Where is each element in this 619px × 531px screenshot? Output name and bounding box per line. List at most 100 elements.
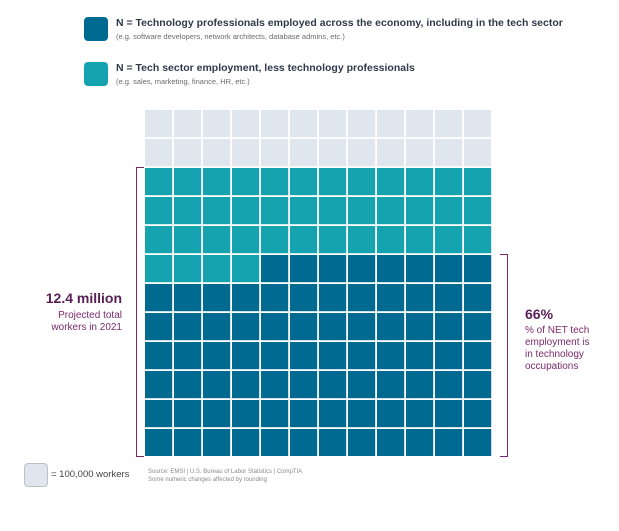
right-bracket <box>500 254 508 457</box>
left-bracket <box>136 167 144 457</box>
waffle-cell-tech-sector <box>261 168 289 196</box>
waffle-cell-tech-professional <box>232 313 260 341</box>
waffle-cell-tech-professional <box>435 313 463 341</box>
legend-swatch-tech-sector <box>84 62 108 86</box>
waffle-cell-tech-sector <box>290 197 318 225</box>
waffle-cell-tech-sector <box>261 226 289 254</box>
waffle-cell-tech-professional <box>145 400 173 428</box>
unit-key-swatch <box>24 463 48 487</box>
waffle-cell-tech-professional <box>406 313 434 341</box>
waffle-cell-tech-sector <box>203 168 231 196</box>
waffle-cell-tech-professional <box>406 284 434 312</box>
waffle-cell-tech-sector <box>377 197 405 225</box>
waffle-cell-tech-professional <box>406 400 434 428</box>
waffle-cell-tech-sector <box>464 226 492 254</box>
waffle-cell-tech-professional <box>174 342 202 370</box>
waffle-cell-tech-professional <box>145 313 173 341</box>
waffle-cell-empty <box>145 110 173 138</box>
legend-swatch-tech-professionals <box>84 17 108 41</box>
waffle-cell-tech-professional <box>232 429 260 456</box>
waffle-cell-tech-sector <box>319 197 347 225</box>
waffle-cell-tech-sector <box>319 168 347 196</box>
waffle-cell-empty <box>348 110 376 138</box>
total-workers-value: 12.4 million <box>45 290 122 306</box>
waffle-cell-empty <box>377 139 405 167</box>
waffle-cell-tech-professional <box>464 429 492 456</box>
waffle-cell-empty <box>290 110 318 138</box>
waffle-cell-tech-professional <box>464 313 492 341</box>
waffle-cell-tech-professional <box>261 313 289 341</box>
waffle-cell-tech-professional <box>377 255 405 283</box>
waffle-cell-tech-professional <box>406 429 434 456</box>
unit-key-label: = 100,000 workers <box>51 469 130 480</box>
waffle-cell-tech-professional <box>435 284 463 312</box>
waffle-cell-tech-professional <box>290 371 318 399</box>
waffle-cell-tech-professional <box>406 371 434 399</box>
waffle-cell-tech-professional <box>203 342 231 370</box>
waffle-cell-empty <box>319 110 347 138</box>
waffle-cell-tech-professional <box>348 342 376 370</box>
waffle-cell-tech-professional <box>145 342 173 370</box>
waffle-cell-tech-sector <box>261 197 289 225</box>
legend-title-tech-sector: N = Tech sector employment, less technol… <box>116 62 415 74</box>
waffle-cell-tech-professional <box>203 429 231 456</box>
waffle-cell-tech-professional <box>435 400 463 428</box>
waffle-cell-tech-professional <box>261 342 289 370</box>
waffle-cell-tech-sector <box>232 197 260 225</box>
waffle-cell-tech-sector <box>464 168 492 196</box>
waffle-cell-empty <box>377 110 405 138</box>
tech-share-caption-line1: % of NET tech <box>525 325 590 336</box>
waffle-cell-tech-professional <box>319 400 347 428</box>
waffle-cell-tech-professional <box>377 342 405 370</box>
waffle-cell-tech-professional <box>319 371 347 399</box>
waffle-cell-tech-sector <box>145 255 173 283</box>
tech-share-caption-line4: occupations <box>525 361 579 372</box>
waffle-cell-tech-professional <box>261 400 289 428</box>
legend-subtitle-tech-sector: (e.g. sales, marketing, finance, HR, etc… <box>116 77 250 86</box>
waffle-cell-tech-professional <box>290 429 318 456</box>
waffle-cell-tech-sector <box>145 197 173 225</box>
waffle-cell-tech-professional <box>348 255 376 283</box>
waffle-cell-tech-professional <box>319 342 347 370</box>
waffle-cell-empty <box>464 139 492 167</box>
legend-subtitle-tech-professionals: (e.g. software developers, network archi… <box>116 32 345 41</box>
waffle-cell-tech-professional <box>232 342 260 370</box>
waffle-cell-tech-professional <box>464 342 492 370</box>
waffle-cell-tech-professional <box>261 284 289 312</box>
waffle-cell-tech-professional <box>435 429 463 456</box>
waffle-cell-tech-professional <box>435 371 463 399</box>
waffle-cell-tech-sector <box>435 197 463 225</box>
waffle-cell-tech-sector <box>174 197 202 225</box>
waffle-cell-tech-professional <box>435 255 463 283</box>
waffle-cell-tech-professional <box>145 429 173 456</box>
waffle-cell-tech-professional <box>464 284 492 312</box>
waffle-cell-tech-professional <box>406 255 434 283</box>
waffle-cell-tech-professional <box>290 313 318 341</box>
waffle-cell-tech-sector <box>203 197 231 225</box>
rounding-note: Some numeric changes affected by roundin… <box>148 477 267 483</box>
waffle-cell-tech-sector <box>406 168 434 196</box>
waffle-cell-tech-sector <box>203 226 231 254</box>
waffle-cell-tech-professional <box>464 371 492 399</box>
waffle-cell-tech-professional <box>348 429 376 456</box>
waffle-cell-empty <box>261 139 289 167</box>
waffle-cell-tech-professional <box>377 400 405 428</box>
waffle-cell-tech-sector <box>319 226 347 254</box>
waffle-cell-tech-professional <box>203 371 231 399</box>
total-workers-caption-line1: Projected total <box>58 310 122 321</box>
waffle-cell-tech-professional <box>319 284 347 312</box>
waffle-cell-empty <box>348 139 376 167</box>
waffle-cell-tech-sector <box>435 226 463 254</box>
waffle-cell-tech-professional <box>261 429 289 456</box>
waffle-cell-tech-professional <box>377 429 405 456</box>
legend-title-tech-professionals: N = Technology professionals employed ac… <box>116 17 563 29</box>
waffle-cell-tech-sector <box>377 226 405 254</box>
waffle-cell-tech-sector <box>406 226 434 254</box>
waffle-cell-tech-sector <box>290 226 318 254</box>
tech-share-value: 66% <box>525 306 554 322</box>
waffle-cell-tech-professional <box>290 284 318 312</box>
tech-share-stat: 66% % of NET tech employment is in techn… <box>525 306 615 373</box>
waffle-cell-tech-professional <box>232 371 260 399</box>
waffle-cell-tech-sector <box>174 168 202 196</box>
waffle-cell-tech-sector <box>203 255 231 283</box>
